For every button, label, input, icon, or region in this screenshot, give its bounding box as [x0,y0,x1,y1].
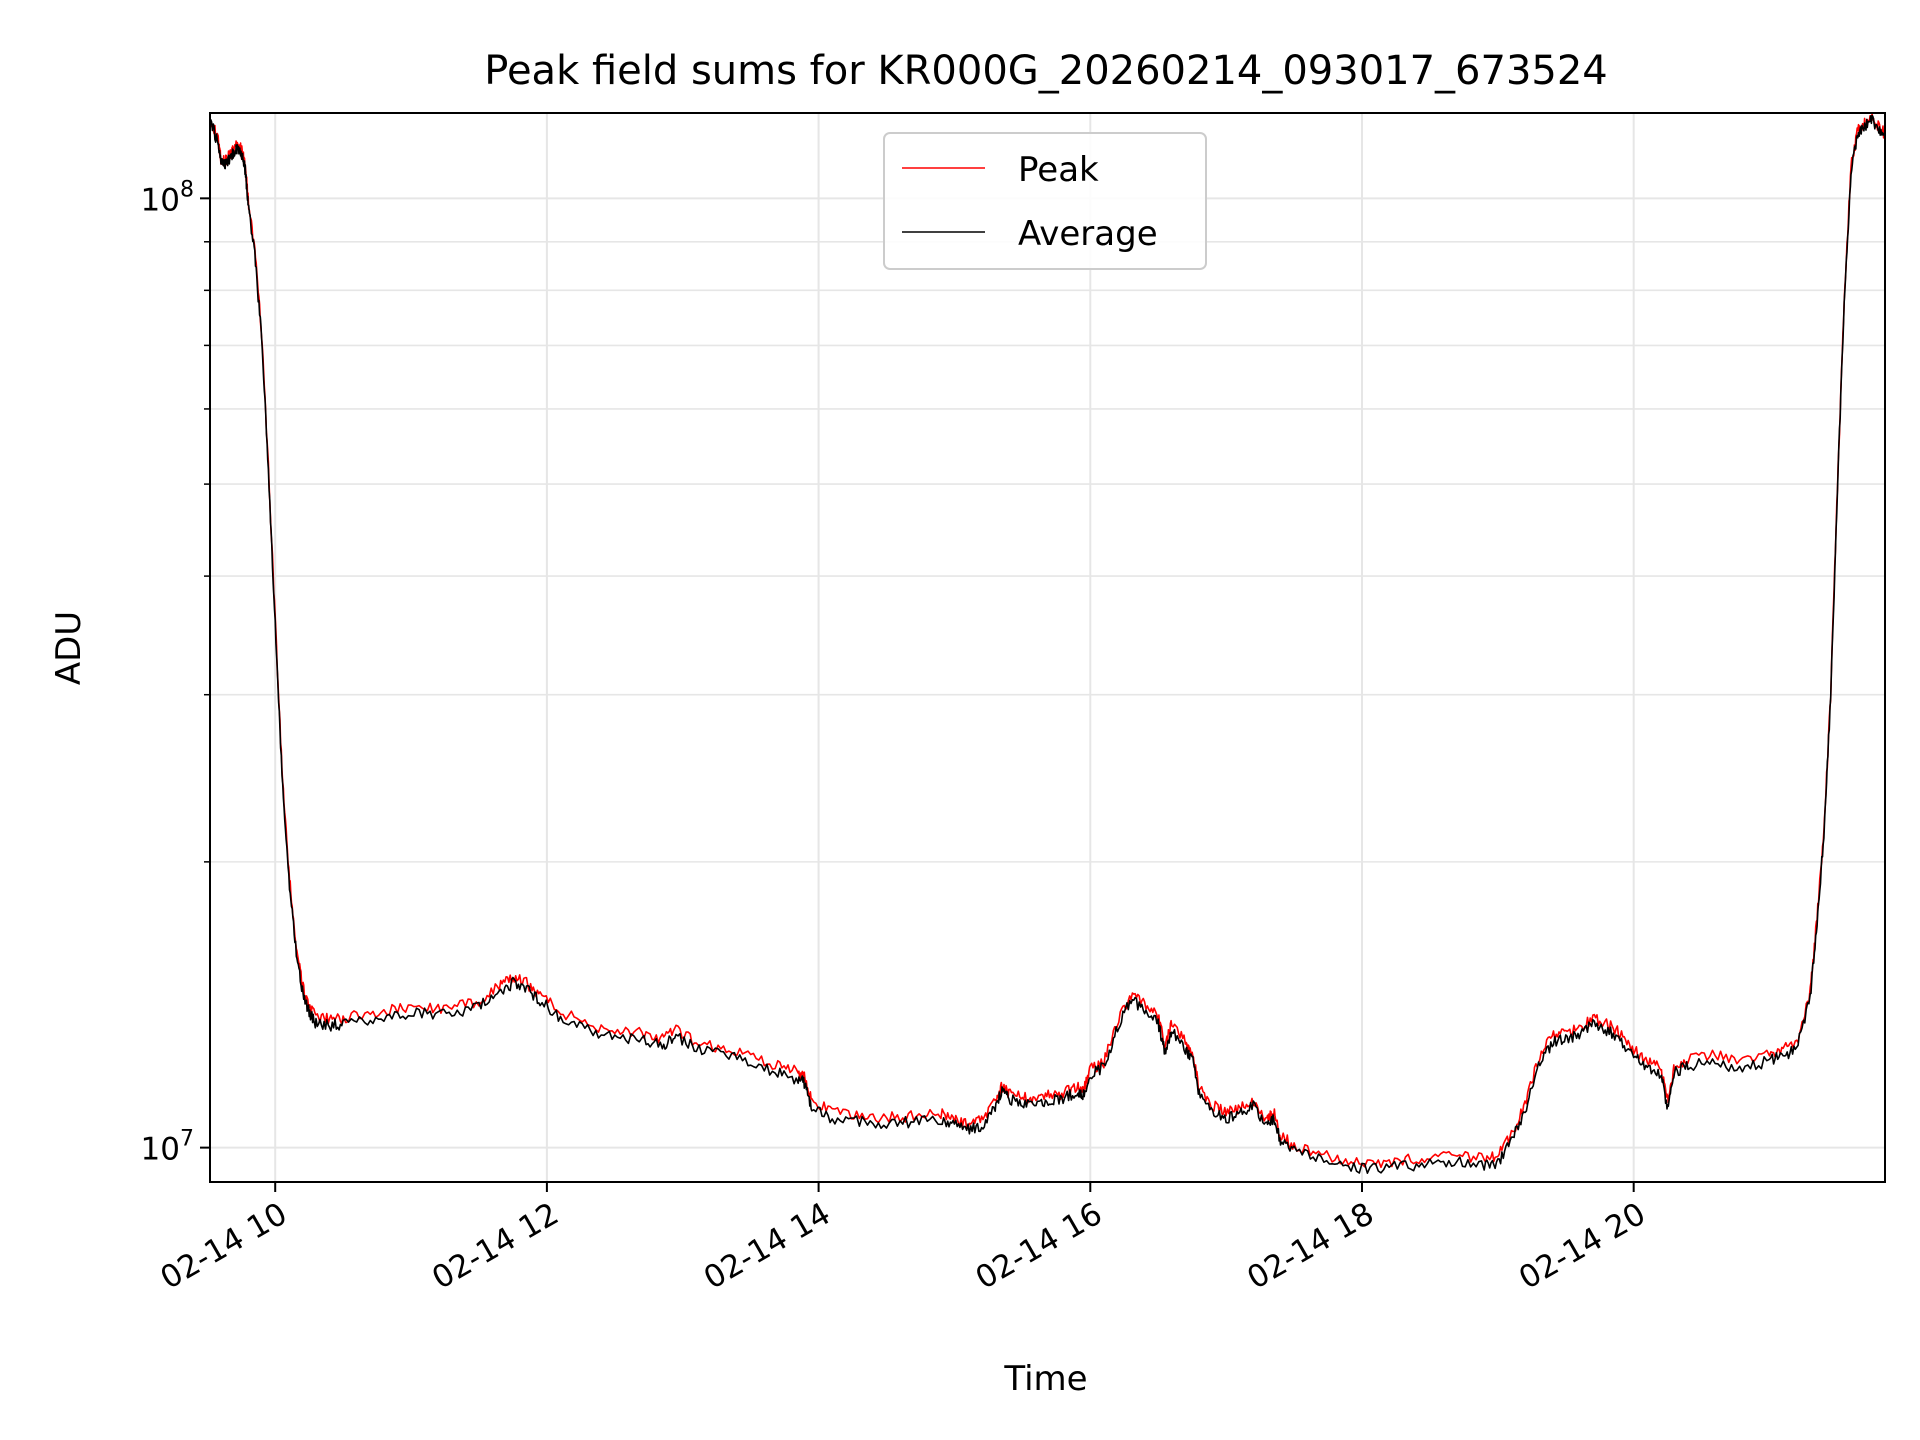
series-group [209,113,1886,1174]
series-line-peak [209,113,1886,1169]
series-line-average [209,114,1886,1174]
chart-title: Peak field sums for KR000G_20260214_0930… [484,48,1608,94]
y-tick-label: 107 [141,1127,194,1168]
legend-label-average: Average [1018,214,1158,254]
legend-box [883,132,1207,270]
y-tick-label: 108 [141,177,194,218]
legend: Peak Average [883,132,1207,270]
y-axis: 107 108 [141,177,210,1168]
y-axis-label: ADU [49,611,89,685]
legend-label-peak: Peak [1018,150,1099,190]
plot-frame [209,112,1886,1183]
x-axis-label: Time [1003,1359,1087,1399]
